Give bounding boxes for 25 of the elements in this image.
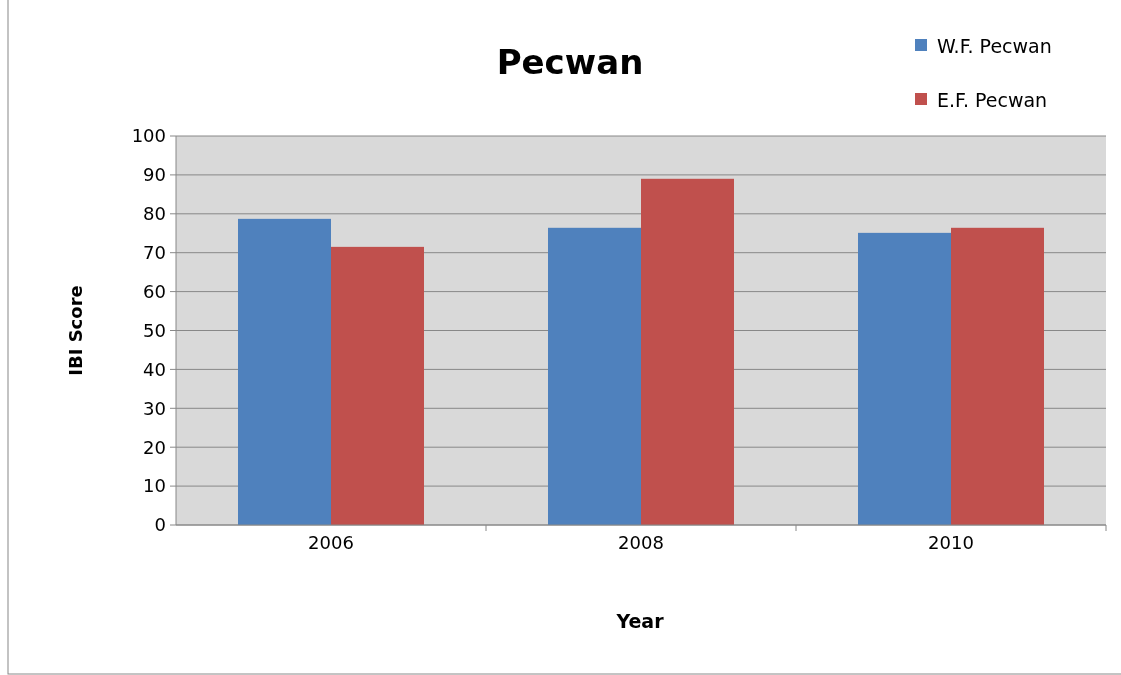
- bar: [951, 227, 1044, 525]
- y-tick-label: 60: [143, 280, 166, 302]
- bar: [331, 246, 424, 525]
- y-axis-title: IBI Score: [65, 285, 86, 376]
- y-tick-label: 20: [143, 436, 166, 458]
- legend-label: W.F. Pecwan: [937, 34, 1052, 57]
- y-tick-label: 80: [143, 203, 166, 225]
- legend-label: E.F. Pecwan: [937, 88, 1048, 111]
- x-tick-label: 2010: [928, 532, 974, 553]
- bar: [238, 218, 331, 525]
- y-tick-label: 40: [143, 358, 166, 380]
- chart-title: Pecwan: [496, 42, 644, 82]
- y-tick-label: 10: [143, 475, 166, 497]
- x-tick-label: 2008: [618, 532, 664, 553]
- y-tick-label: 90: [143, 164, 166, 186]
- y-tick-label: 30: [143, 397, 166, 419]
- y-tick-label: 50: [143, 319, 166, 341]
- bar: [548, 227, 641, 525]
- bar: [641, 178, 734, 525]
- x-tick-label: 2006: [308, 532, 354, 553]
- y-tick-label: 100: [131, 125, 166, 147]
- x-axis-title: Year: [615, 610, 665, 632]
- y-tick-label: 0: [154, 514, 166, 536]
- y-tick-label: 70: [143, 242, 166, 263]
- bar: [858, 232, 951, 525]
